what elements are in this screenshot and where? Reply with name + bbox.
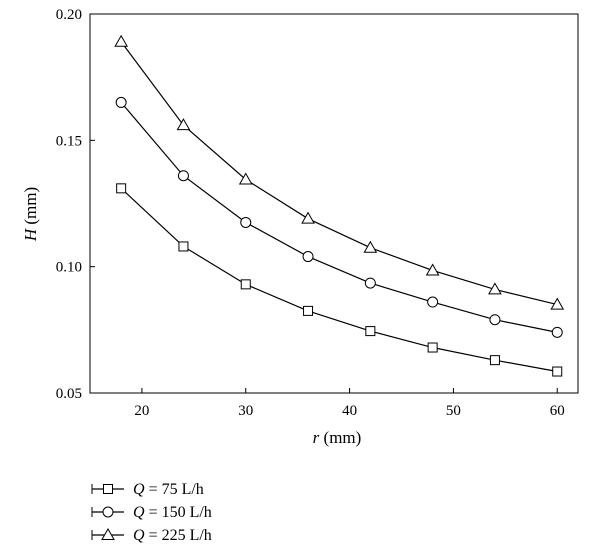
data-point-circle: [489, 314, 501, 326]
data-point-square: [552, 366, 563, 377]
data-point-circle: [240, 216, 252, 228]
data-point-square: [427, 342, 438, 353]
data-point-circle: [551, 326, 563, 338]
legend-marker-square: [103, 484, 113, 494]
x-axis-label: r (mm): [313, 428, 362, 447]
data-point-circle: [427, 296, 439, 308]
data-point-square: [489, 355, 500, 366]
data-point-circle: [364, 277, 376, 289]
x-tick-label: 50: [446, 403, 461, 419]
x-tick-label: 40: [342, 403, 357, 419]
x-tick-label: 20: [134, 403, 149, 419]
legend-label: Q = 225 L/h: [133, 527, 212, 544]
y-tick-label: 0.10: [56, 260, 82, 276]
data-point-circle: [302, 251, 314, 263]
data-point-circle: [115, 96, 127, 108]
data-point-triangle: [550, 297, 565, 310]
data-point-square: [178, 241, 189, 252]
data-point-triangle: [425, 263, 440, 276]
legend-item: Q = 225 L/h: [91, 527, 212, 544]
data-point-triangle: [301, 211, 315, 224]
y-axis: 0.05 0.10 0.15 0.20: [56, 7, 95, 402]
x-tick-label: 30: [238, 403, 253, 419]
legend: Q = 75 L/h Q = 150 L/h Q = 225 L/h: [91, 481, 212, 544]
series-line-triangle: [120, 41, 558, 306]
y-tick-label: 0.20: [56, 7, 82, 23]
data-point-circle: [177, 170, 189, 182]
legend-item: Q = 150 L/h: [91, 504, 212, 521]
series-line-circle: [120, 102, 558, 333]
series-lines: [120, 41, 558, 373]
legend-item: Q = 75 L/h: [91, 481, 204, 498]
data-point-square: [365, 326, 376, 337]
data-point-triangle: [488, 282, 502, 295]
legend-marker-triangle: [101, 527, 115, 540]
series-line-square: [120, 187, 558, 373]
y-tick-label: 0.05: [56, 386, 82, 402]
data-point-square: [303, 305, 314, 316]
data-point-triangle: [238, 172, 253, 185]
data-point-square: [240, 279, 251, 290]
legend-label: Q = 75 L/h: [133, 481, 204, 498]
y-axis-label: H (mm): [21, 187, 40, 242]
data-point-triangle: [114, 34, 129, 47]
data-point-triangle: [176, 118, 191, 131]
data-point-square: [116, 183, 127, 194]
y-tick-label: 0.15: [56, 133, 82, 149]
data-point-triangle: [363, 240, 378, 253]
series-markers: [114, 34, 565, 377]
legend-marker-circle: [102, 506, 114, 518]
x-tick-label: 60: [550, 403, 565, 419]
x-axis: 20 30 40 50 60: [134, 388, 565, 419]
legend-label: Q = 150 L/h: [133, 504, 212, 521]
plot-frame: [89, 13, 579, 394]
